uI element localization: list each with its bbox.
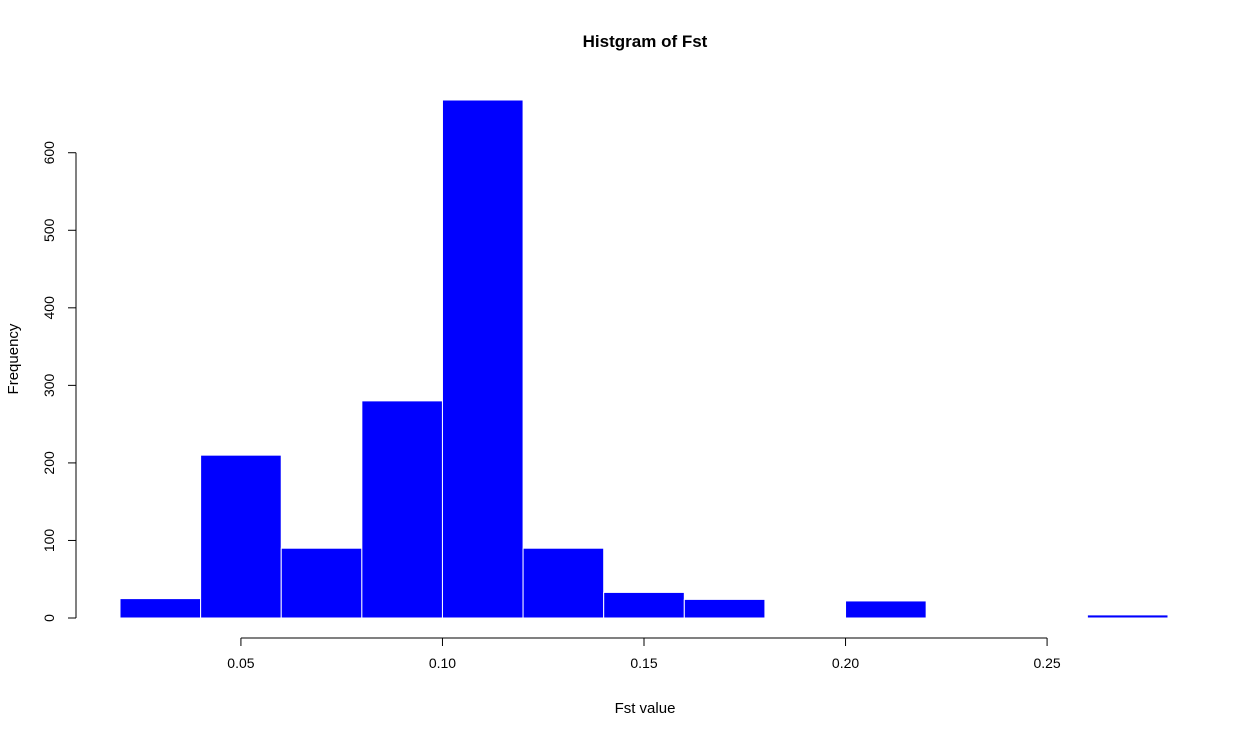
histogram-bar [683,598,766,619]
histogram-bar [200,454,282,619]
histogram-bar [1086,614,1169,619]
y-tick-label: 300 [41,373,57,397]
chart-title: Histgram of Fst [583,32,708,51]
histogram-bar [280,547,363,619]
x-tick-label: 0.10 [429,655,456,671]
histogram-bar [441,99,524,619]
x-axis: 0.05 0.10 0.15 0.20 0.25 [227,637,1061,671]
y-axis-label: Frequency [5,323,22,394]
y-tick-label: 0 [41,614,57,622]
x-tick-label: 0.05 [227,655,254,671]
y-axis: 0 100 200 300 400 500 600 [41,141,77,622]
bars-group [119,99,1169,619]
x-tick-label: 0.25 [1033,655,1060,671]
y-tick-label: 400 [41,296,57,320]
histogram-bar [522,547,605,619]
y-tick-label: 500 [41,218,57,242]
x-axis-label: Fst value [615,700,676,717]
histogram-bar [361,400,443,619]
histogram-bar [845,600,927,619]
histogram-bar [119,598,202,619]
x-tick-label: 0.20 [832,655,859,671]
y-tick-label: 600 [41,141,57,165]
histogram-bar [603,591,685,619]
y-tick-label: 100 [41,529,57,553]
y-tick-label: 200 [41,451,57,475]
x-tick-label: 0.15 [630,655,657,671]
